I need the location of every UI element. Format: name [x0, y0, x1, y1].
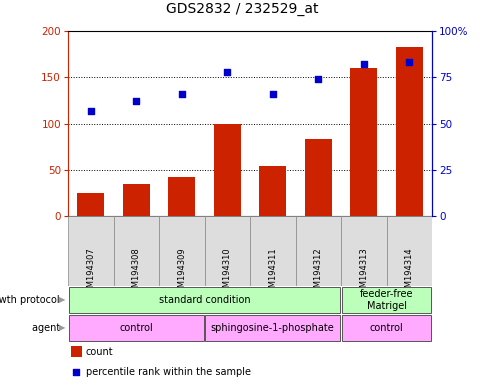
Text: count: count	[86, 347, 113, 357]
Text: control: control	[369, 323, 403, 333]
Text: GSM194308: GSM194308	[132, 248, 140, 298]
Text: control: control	[119, 323, 153, 333]
Text: GSM194314: GSM194314	[404, 248, 413, 298]
Point	[314, 76, 321, 82]
Bar	[395, 47, 422, 216]
Text: ▶: ▶	[59, 323, 65, 333]
Text: GSM194312: GSM194312	[313, 248, 322, 298]
Point	[132, 98, 140, 104]
Text: sphingosine-1-phosphate: sphingosine-1-phosphate	[211, 323, 334, 333]
Point	[405, 60, 412, 66]
Bar	[341, 287, 430, 313]
Text: GSM194307: GSM194307	[86, 248, 95, 298]
Bar	[113, 216, 159, 286]
Text: GSM194309: GSM194309	[177, 248, 186, 298]
Bar	[295, 216, 340, 286]
Bar	[340, 216, 386, 286]
Bar	[70, 346, 82, 357]
Text: agent: agent	[32, 323, 63, 333]
Text: growth protocol: growth protocol	[0, 295, 63, 305]
Text: percentile rank within the sample: percentile rank within the sample	[86, 367, 250, 377]
Bar	[213, 124, 241, 216]
Point	[178, 91, 185, 97]
Bar	[349, 68, 377, 216]
Text: feeder-free
Matrigel: feeder-free Matrigel	[359, 289, 412, 311]
Bar	[68, 216, 113, 286]
Text: ▶: ▶	[59, 296, 65, 305]
Bar	[77, 193, 104, 216]
Point	[73, 369, 80, 375]
Bar	[204, 216, 249, 286]
Text: standard condition: standard condition	[158, 295, 250, 305]
Bar	[168, 177, 195, 216]
Bar	[258, 166, 286, 216]
Bar	[159, 216, 204, 286]
Bar	[122, 184, 150, 216]
Bar	[304, 139, 331, 216]
Text: GSM194313: GSM194313	[359, 248, 367, 298]
Bar	[69, 287, 339, 313]
Bar	[249, 216, 295, 286]
Point	[359, 61, 367, 67]
Bar	[69, 315, 203, 341]
Text: GSM194310: GSM194310	[222, 248, 231, 298]
Point	[223, 69, 231, 75]
Text: GDS2832 / 232529_at: GDS2832 / 232529_at	[166, 2, 318, 16]
Bar	[386, 216, 431, 286]
Text: GSM194311: GSM194311	[268, 248, 277, 298]
Bar	[205, 315, 339, 341]
Point	[268, 91, 276, 97]
Point	[87, 108, 94, 114]
Bar	[341, 315, 430, 341]
